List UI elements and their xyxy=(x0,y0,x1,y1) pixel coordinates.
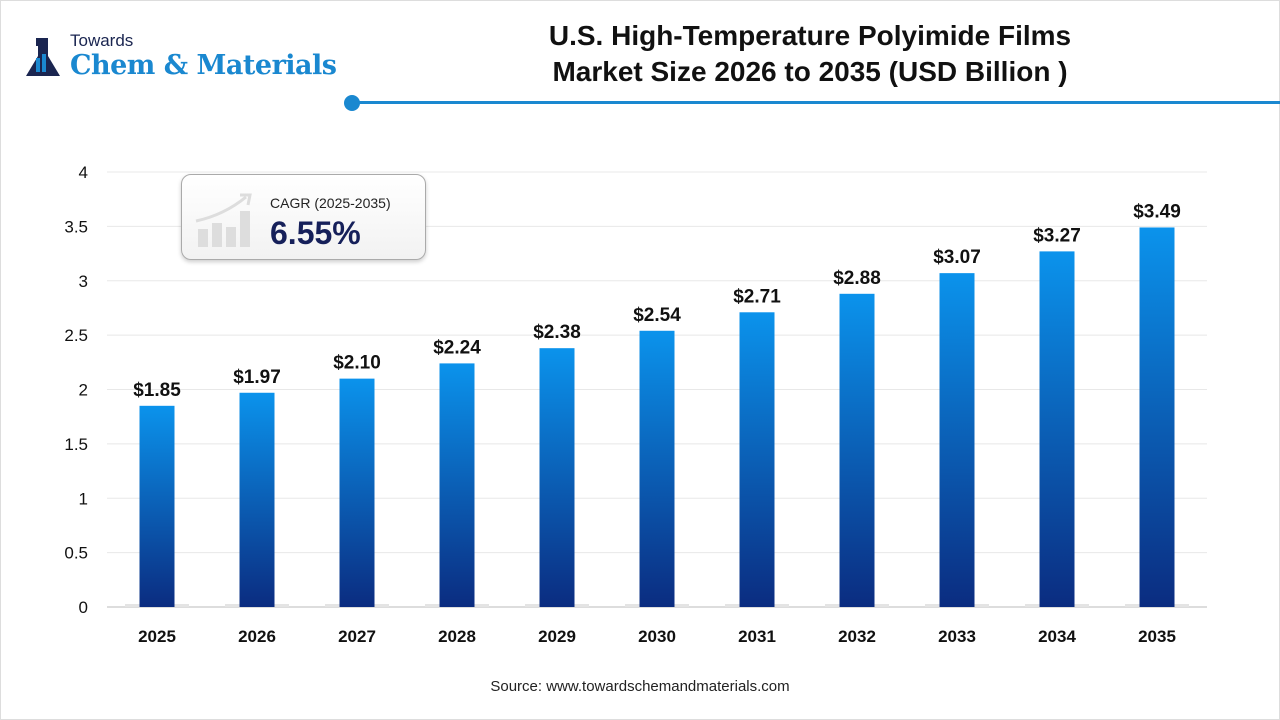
bar-2034 xyxy=(1039,251,1075,607)
bar-2028 xyxy=(439,363,475,607)
x-tick-label: 2027 xyxy=(338,627,376,646)
bar-2027 xyxy=(339,378,375,607)
data-label: $2.54 xyxy=(633,305,681,326)
bar-2025 xyxy=(139,405,175,607)
bar-2035 xyxy=(1139,227,1175,607)
y-tick-label: 2 xyxy=(79,381,88,400)
data-label: $1.85 xyxy=(133,380,181,401)
data-label: $1.97 xyxy=(233,367,281,388)
y-tick-label: 0 xyxy=(79,598,88,617)
title-line-1: U.S. High-Temperature Polyimide Films xyxy=(548,20,1072,51)
rule-dot xyxy=(344,95,360,111)
flask-icon xyxy=(26,38,60,76)
growth-chart-icon xyxy=(195,193,252,247)
title-line-2: Market Size 2026 to 2035 (USD Billion ) xyxy=(552,56,1068,87)
x-tick-label: 2025 xyxy=(138,627,176,646)
y-tick-label: 1.5 xyxy=(64,435,88,454)
x-tick-label: 2031 xyxy=(738,627,776,646)
bar-2033 xyxy=(939,273,975,607)
x-tick-label: 2033 xyxy=(938,627,976,646)
data-label: $3.49 xyxy=(1133,201,1181,222)
x-tick-label: 2030 xyxy=(638,627,676,646)
data-label: $2.71 xyxy=(733,286,781,307)
x-tick-label: 2026 xyxy=(238,627,276,646)
y-tick-label: 3 xyxy=(79,272,88,291)
chart-title: U.S. High-Temperature Polyimide Films Mar… xyxy=(470,18,1150,90)
y-tick-label: 4 xyxy=(79,163,88,182)
bar-2030 xyxy=(639,330,675,607)
bar-2029 xyxy=(539,348,575,607)
x-tick-label: 2032 xyxy=(838,627,876,646)
x-tick-label: 2034 xyxy=(1038,627,1076,646)
y-tick-label: 0.5 xyxy=(64,544,88,563)
x-tick-label: 2028 xyxy=(438,627,476,646)
x-tick-label: 2029 xyxy=(538,627,576,646)
data-label: $2.10 xyxy=(333,353,381,374)
bar-2031 xyxy=(739,312,775,607)
data-label: $2.24 xyxy=(433,337,481,358)
data-label: $3.07 xyxy=(933,247,981,268)
cagr-box: CAGR (2025-2035) 6.55% xyxy=(181,174,426,260)
logo-text-brand: Chem & Materials xyxy=(70,50,337,81)
cagr-value: 6.55% xyxy=(270,215,361,251)
source-text: Source: www.towardschemandmaterials.com xyxy=(490,678,790,695)
x-tick-label: 2035 xyxy=(1138,627,1176,646)
title-rule xyxy=(352,101,1280,104)
bar-2032 xyxy=(839,293,875,607)
logo: Towards Chem & Materials xyxy=(22,32,337,87)
data-label: $2.88 xyxy=(833,268,881,289)
y-tick-label: 3.5 xyxy=(64,217,88,236)
logo-text-towards: Towards xyxy=(70,31,134,50)
y-tick-label: 2.5 xyxy=(64,326,88,345)
data-label: $3.27 xyxy=(1033,225,1081,246)
cagr-label: CAGR (2025-2035) xyxy=(270,195,391,211)
bar-2026 xyxy=(239,392,275,607)
data-label: $2.38 xyxy=(533,322,581,343)
y-tick-label: 1 xyxy=(79,489,88,508)
